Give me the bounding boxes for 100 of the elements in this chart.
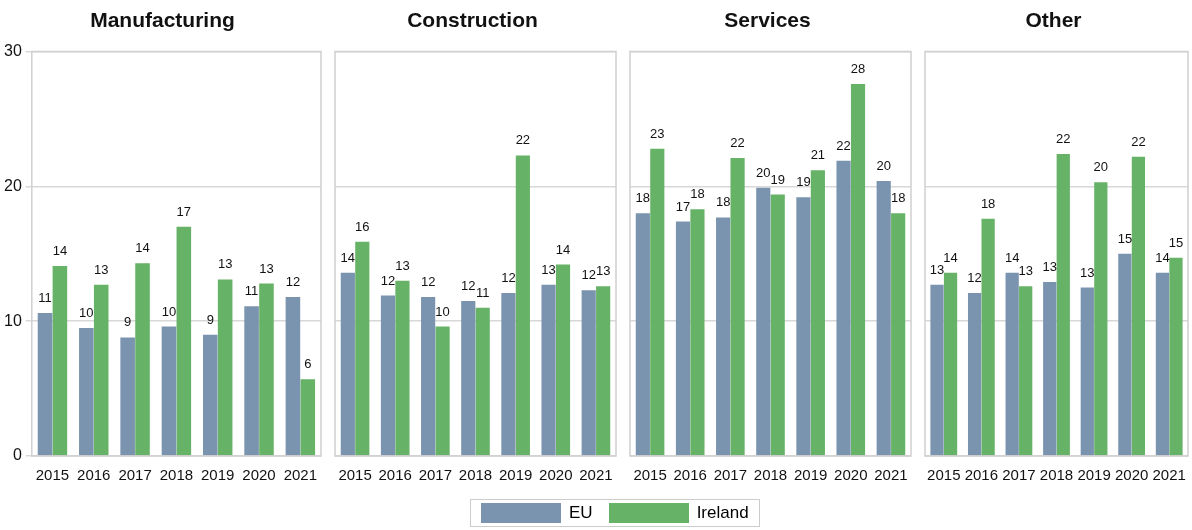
x-tick-label: 2019: [793, 466, 828, 484]
bar: [217, 279, 233, 456]
x-tick-label: 2020: [539, 466, 573, 484]
data-label: 13: [595, 263, 611, 279]
bar: [161, 326, 177, 456]
bar: [1169, 257, 1183, 456]
bar: [202, 334, 218, 456]
bar: [421, 296, 436, 456]
data-label: 13: [1018, 263, 1033, 279]
bar: [93, 284, 109, 456]
data-label: 12: [380, 272, 396, 288]
bar: [541, 284, 556, 456]
bar: [395, 280, 410, 456]
data-label: 20: [876, 158, 891, 174]
bar: [770, 194, 785, 456]
bar: [796, 197, 811, 456]
data-label: 12: [967, 269, 982, 285]
data-label: 22: [515, 132, 531, 148]
bar: [810, 170, 825, 456]
x-tick-label: 2020: [1114, 466, 1149, 484]
bar: [244, 306, 259, 456]
data-label: 13: [1042, 259, 1057, 275]
bar: [850, 83, 866, 456]
bar: [259, 283, 274, 456]
bar: [635, 213, 650, 456]
data-label: 14: [340, 249, 356, 265]
bar: [876, 181, 891, 456]
data-label: 12: [461, 278, 476, 294]
x-tick-label: 2018: [1039, 466, 1074, 484]
data-label: 18: [690, 186, 705, 202]
data-label: 22: [836, 137, 851, 153]
data-label: 23: [650, 125, 665, 141]
bar: [1131, 156, 1146, 456]
data-label: 6: [304, 356, 312, 372]
data-label: 13: [217, 256, 233, 272]
data-label: 12: [420, 274, 436, 290]
bar: [1094, 182, 1108, 456]
data-label: 19: [796, 174, 811, 190]
data-label: 13: [93, 261, 109, 277]
data-label: 13: [395, 257, 410, 273]
data-label: 10: [79, 305, 94, 321]
x-tick-label: 2015: [338, 466, 372, 484]
x-tick-label: 2021: [283, 466, 318, 484]
bar: [501, 292, 516, 456]
data-label: 13: [1080, 264, 1095, 280]
x-tick-label: 2017: [418, 466, 453, 484]
data-label: 10: [161, 303, 177, 319]
data-label: 14: [1155, 249, 1170, 265]
chart-title: Other: [1024, 8, 1083, 32]
bar: [340, 272, 355, 456]
data-label: 21: [810, 147, 826, 163]
bar: [756, 187, 771, 456]
data-label: 14: [52, 243, 68, 259]
bar: [435, 326, 450, 456]
bar: [596, 286, 611, 456]
data-label: 12: [501, 269, 516, 285]
bar: [675, 221, 691, 456]
bar: [581, 290, 596, 456]
data-label: 11: [244, 283, 259, 299]
data-label: 18: [980, 195, 996, 211]
bar: [176, 226, 192, 456]
y-tick-label: 30: [4, 42, 22, 60]
bar: [515, 155, 530, 456]
x-tick-label: 2021: [874, 466, 908, 484]
x-tick-label: 2018: [753, 466, 788, 484]
x-tick-label: 2021: [579, 466, 613, 484]
data-label: 28: [850, 61, 866, 77]
data-label: 20: [1093, 159, 1109, 175]
x-tick-label: 2018: [159, 466, 194, 484]
data-label: 18: [635, 190, 651, 206]
chart-title: Construction: [406, 8, 539, 32]
data-label: 19: [770, 171, 785, 187]
x-tick-label: 2016: [77, 466, 111, 484]
y-tick-label: 10: [4, 311, 22, 329]
data-label: 18: [715, 194, 731, 210]
bar: [380, 295, 396, 456]
data-label: 13: [929, 261, 945, 277]
data-label: 18: [890, 190, 906, 206]
bar: [930, 284, 944, 456]
bar: [355, 241, 370, 456]
x-tick-label: 2016: [378, 466, 412, 484]
bar: [285, 296, 301, 456]
x-tick-label: 2015: [927, 466, 961, 484]
x-tick-label: 2019: [201, 466, 235, 484]
bar: [1019, 286, 1033, 456]
data-label: 16: [355, 218, 370, 234]
data-label: 10: [435, 303, 450, 319]
bar: [461, 300, 476, 456]
data-label: 11: [475, 284, 490, 300]
bar: [475, 307, 490, 456]
data-label: 14: [135, 240, 150, 256]
data-label: 22: [730, 135, 745, 151]
data-label: 22: [1056, 131, 1071, 147]
bar: [836, 160, 851, 456]
data-label: 15: [1117, 230, 1133, 246]
data-label: 9: [206, 311, 214, 327]
bar: [891, 213, 906, 456]
bar: [943, 272, 958, 456]
x-tick-label: 2020: [242, 466, 276, 484]
data-label: 13: [259, 260, 274, 276]
